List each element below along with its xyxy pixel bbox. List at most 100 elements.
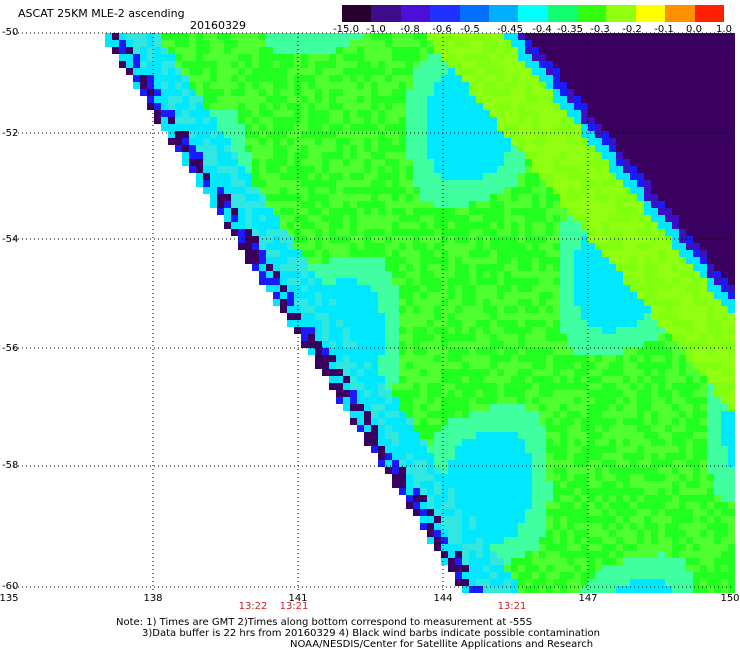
- swath-cell: [553, 327, 560, 334]
- swath-cell: [364, 236, 371, 243]
- swath-cell: [658, 453, 665, 460]
- swath-cell: [630, 460, 637, 467]
- swath-cell: [644, 89, 651, 96]
- swath-cell: [490, 40, 497, 47]
- swath-cell: [560, 418, 567, 425]
- swath-cell: [525, 89, 532, 96]
- swath-cell: [259, 68, 266, 75]
- swath-cell: [490, 250, 497, 257]
- swath-cell: [462, 383, 469, 390]
- swath-cell: [497, 236, 504, 243]
- swath-cell: [546, 117, 553, 124]
- swath-cell: [686, 110, 693, 117]
- swath-cell: [728, 397, 735, 404]
- swath-cell: [343, 243, 350, 250]
- swath-cell: [455, 558, 462, 565]
- swath-cell: [714, 103, 721, 110]
- swath-cell: [553, 145, 560, 152]
- swath-cell: [658, 285, 665, 292]
- swath-cell: [728, 75, 735, 82]
- swath-cell: [707, 40, 714, 47]
- swath-cell: [567, 215, 574, 222]
- swath-cell: [567, 278, 574, 285]
- swath-cell: [497, 341, 504, 348]
- swath-cell: [567, 355, 574, 362]
- swath-cell: [539, 103, 546, 110]
- swath-cell: [455, 509, 462, 516]
- swath-cell: [623, 488, 630, 495]
- swath-cell: [532, 397, 539, 404]
- swath-cell: [721, 411, 728, 418]
- swath-cell: [504, 229, 511, 236]
- swath-cell: [651, 418, 658, 425]
- swath-cell: [539, 124, 546, 131]
- swath-cell: [266, 278, 273, 285]
- swath-cell: [287, 306, 294, 313]
- swath-cell: [616, 425, 623, 432]
- swath-cell: [280, 131, 287, 138]
- swath-cell: [693, 467, 700, 474]
- swath-cell: [210, 33, 217, 40]
- swath-cell: [504, 404, 511, 411]
- swath-cell: [595, 47, 602, 54]
- swath-cell: [539, 446, 546, 453]
- swath-cell: [588, 117, 595, 124]
- swath-cell: [686, 313, 693, 320]
- swath-cell: [420, 481, 427, 488]
- swath-cell: [231, 222, 238, 229]
- swath-cell: [203, 89, 210, 96]
- swath-cell: [679, 61, 686, 68]
- swath-cell: [511, 439, 518, 446]
- swath-cell: [518, 145, 525, 152]
- swath-cell: [343, 390, 350, 397]
- swath-cell: [371, 285, 378, 292]
- swath-cell: [462, 47, 469, 54]
- swath-cell: [504, 446, 511, 453]
- swath-cell: [658, 75, 665, 82]
- swath-cell: [616, 166, 623, 173]
- swath-cell: [665, 306, 672, 313]
- swath-cell: [357, 236, 364, 243]
- swath-cell: [518, 432, 525, 439]
- swath-cell: [651, 180, 658, 187]
- swath-cell: [588, 68, 595, 75]
- swath-cell: [462, 54, 469, 61]
- swath-cell: [686, 530, 693, 537]
- swath-cell: [567, 502, 574, 509]
- swath-cell: [490, 502, 497, 509]
- swath-cell: [644, 313, 651, 320]
- swath-cell: [420, 250, 427, 257]
- swath-cell: [434, 103, 441, 110]
- swath-cell: [280, 215, 287, 222]
- swath-cell: [273, 117, 280, 124]
- swath-cell: [364, 376, 371, 383]
- swath-cell: [546, 523, 553, 530]
- swath-cell: [427, 390, 434, 397]
- swath-cell: [420, 103, 427, 110]
- swath-cell: [546, 145, 553, 152]
- swath-cell: [651, 523, 658, 530]
- swath-cell: [504, 61, 511, 68]
- swath-cell: [399, 166, 406, 173]
- swath-cell: [364, 68, 371, 75]
- swath-cell: [693, 292, 700, 299]
- swath-cell: [357, 313, 364, 320]
- swath-cell: [602, 278, 609, 285]
- swath-cell: [483, 376, 490, 383]
- swath-cell: [420, 264, 427, 271]
- swath-cell: [399, 474, 406, 481]
- swath-cell: [371, 278, 378, 285]
- swath-cell: [189, 131, 196, 138]
- swath-cell: [567, 558, 574, 565]
- swath-cell: [406, 201, 413, 208]
- swath-cell: [616, 33, 623, 40]
- swath-cell: [728, 460, 735, 467]
- swath-cell: [280, 54, 287, 61]
- swath-cell: [308, 110, 315, 117]
- swath-cell: [455, 460, 462, 467]
- swath-cell: [455, 145, 462, 152]
- swath-cell: [581, 103, 588, 110]
- swath-cell: [420, 362, 427, 369]
- swath-cell: [616, 173, 623, 180]
- swath-cell: [623, 404, 630, 411]
